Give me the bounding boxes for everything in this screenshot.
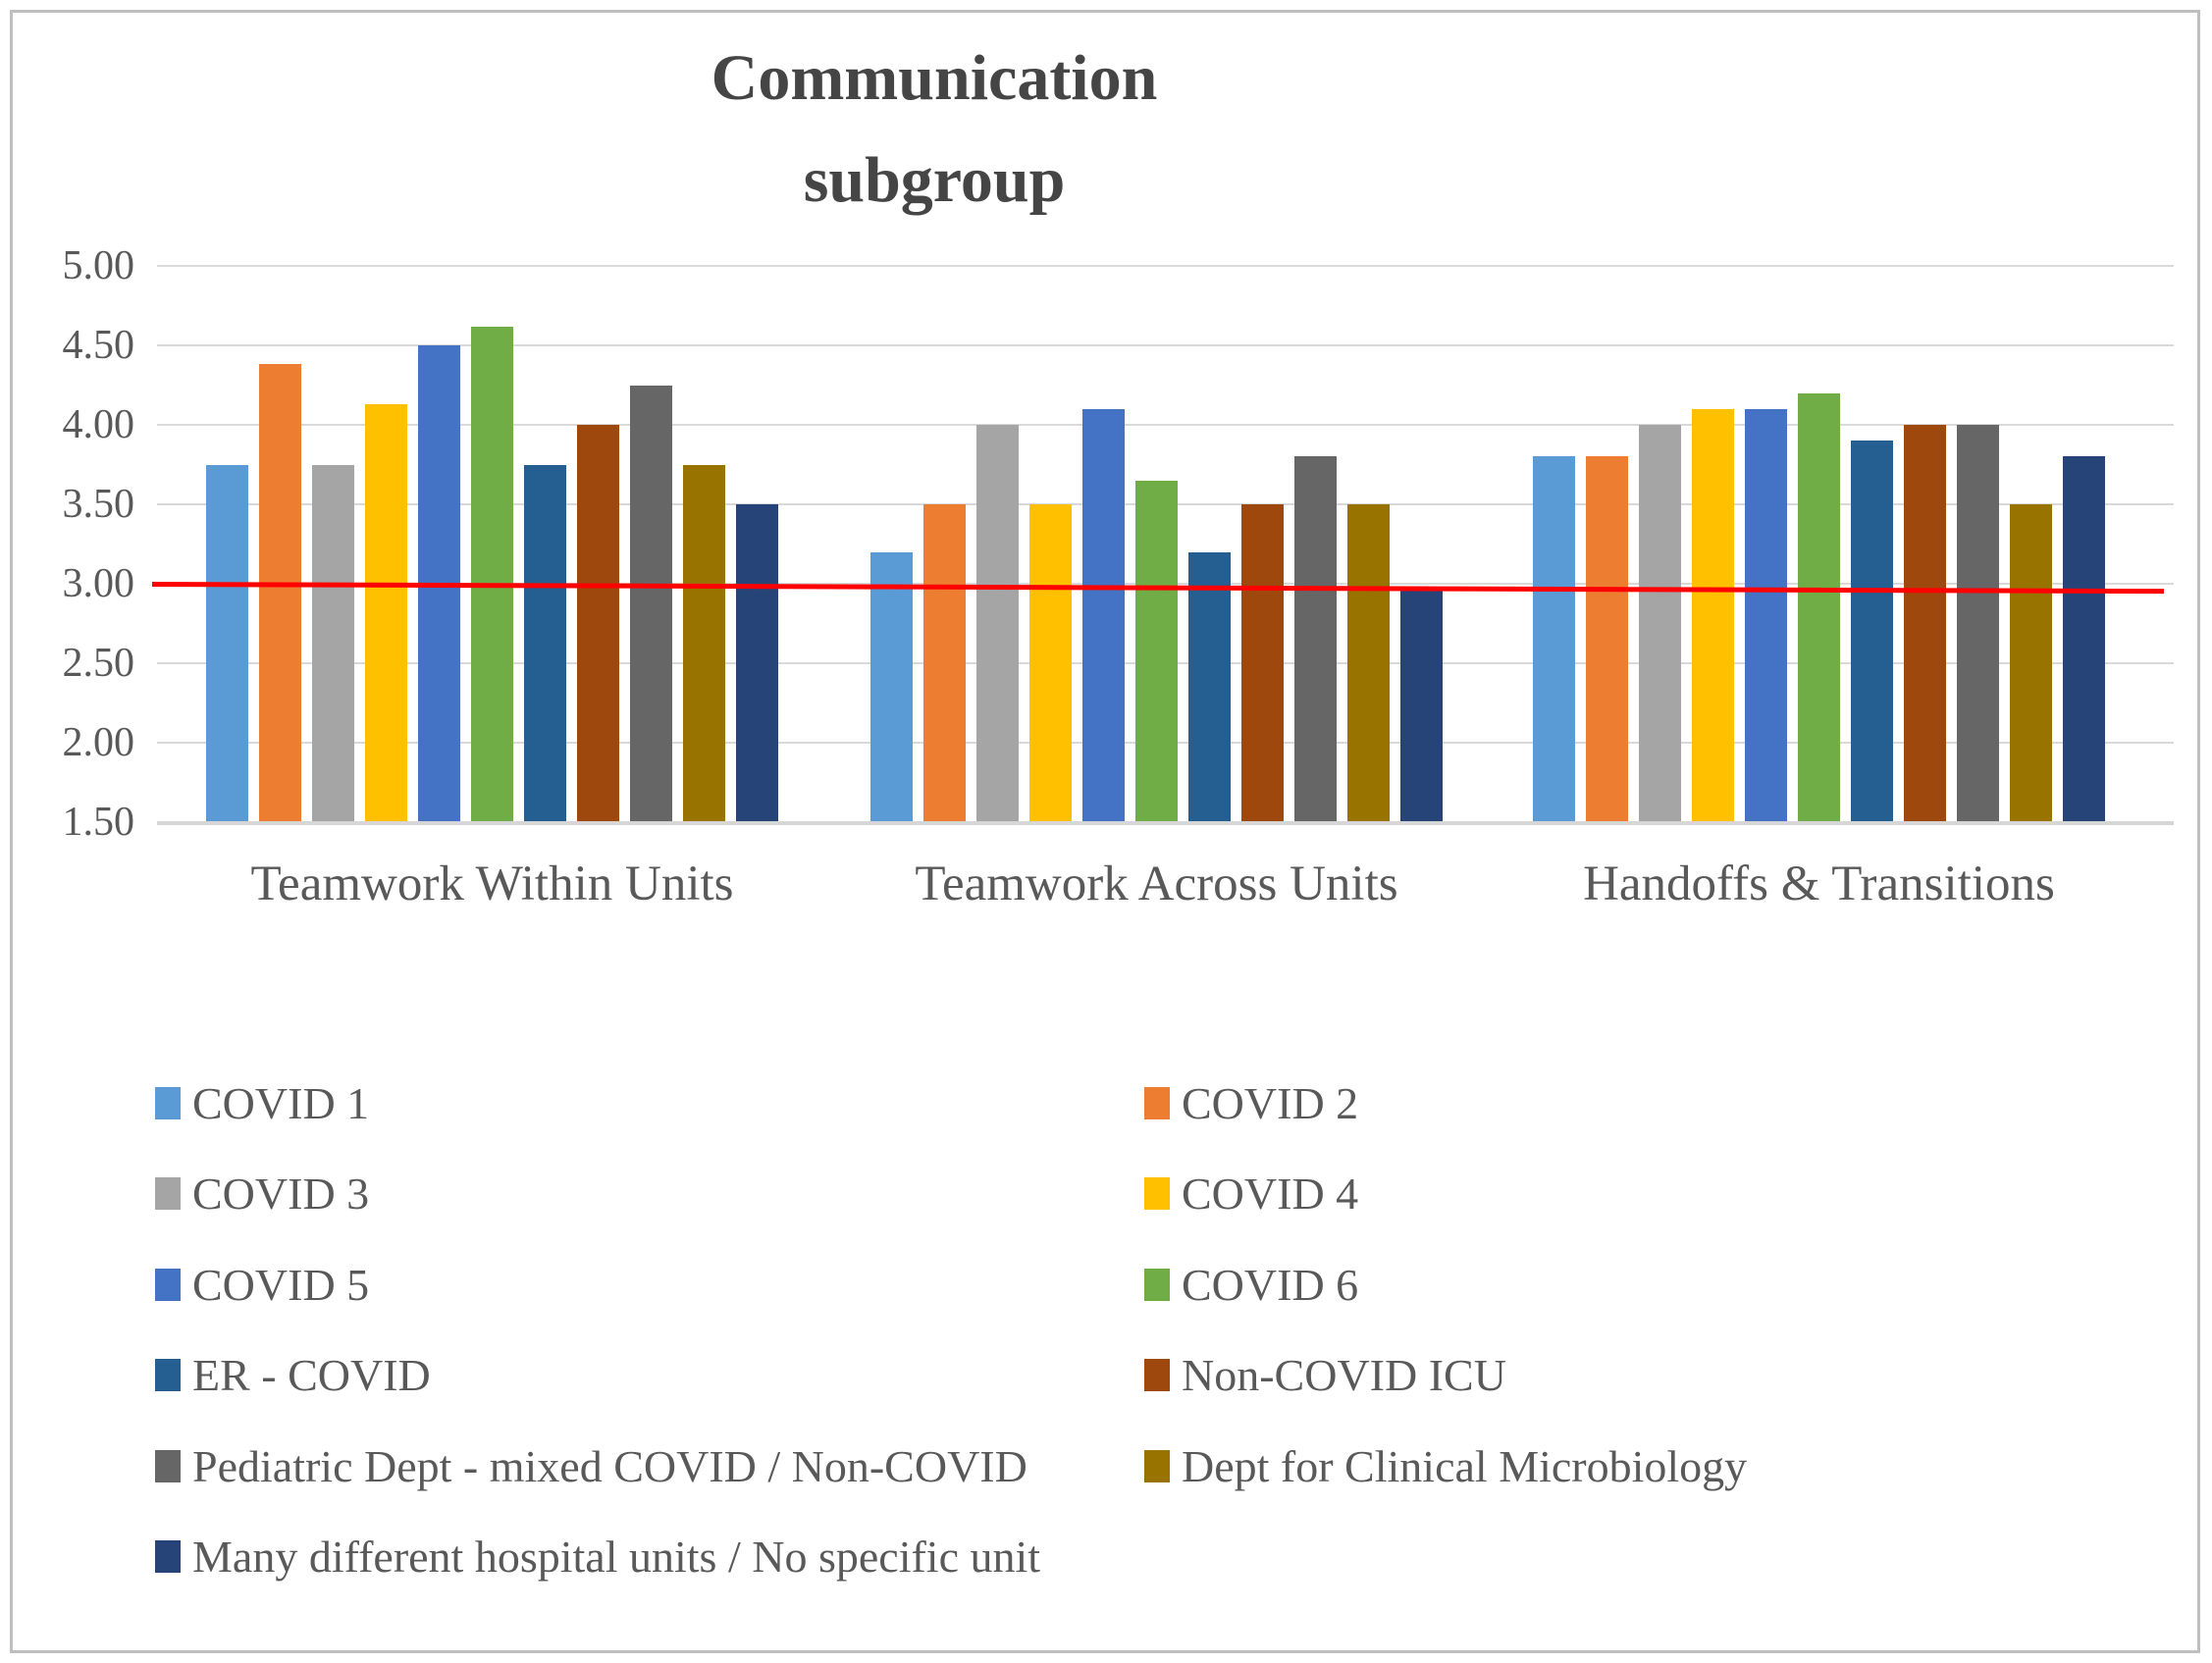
bar	[577, 425, 619, 822]
bar	[471, 326, 513, 822]
legend-label: COVID 5	[192, 1259, 370, 1310]
legend-label: Pediatric Dept - mixed COVID / Non-COVID	[192, 1440, 1027, 1491]
legend-item: COVID 2	[1144, 1077, 1358, 1128]
y-tick-label: 4.00	[62, 402, 135, 447]
bar	[736, 504, 778, 822]
y-tick-label: 2.50	[62, 641, 135, 686]
bar	[1533, 456, 1575, 822]
bar	[1639, 425, 1681, 822]
bar	[683, 464, 725, 822]
y-tick-label: 3.50	[62, 482, 135, 527]
legend-item: ER - COVID	[155, 1350, 431, 1401]
bar	[630, 385, 672, 822]
legend-swatch-icon	[1144, 1268, 1170, 1301]
gridline	[157, 265, 2174, 267]
legend-swatch-icon	[1144, 1449, 1170, 1482]
chart-title-line2: subgroup	[803, 144, 1066, 216]
legend-label: Dept for Clinical Microbiology	[1182, 1440, 1748, 1491]
y-tick-label: 4.50	[62, 323, 135, 368]
bar	[1745, 408, 1787, 822]
legend-swatch-icon	[155, 1086, 181, 1119]
gridline	[157, 424, 2174, 426]
bar	[1400, 587, 1443, 822]
bar	[1082, 408, 1125, 822]
legend-swatch-icon	[155, 1540, 181, 1573]
legend-item: Pediatric Dept - mixed COVID / Non-COVID	[155, 1440, 1027, 1491]
legend-label: ER - COVID	[192, 1350, 431, 1400]
bar	[1188, 551, 1231, 822]
chart-title: Communication subgroup	[689, 27, 1180, 232]
legend-item: COVID 1	[155, 1077, 369, 1128]
bar	[1029, 504, 1072, 822]
bar	[1586, 456, 1628, 822]
bar	[1904, 425, 1946, 822]
bar	[870, 551, 913, 822]
bar	[206, 464, 248, 822]
bar	[1241, 504, 1284, 822]
bar	[365, 403, 407, 822]
y-tick-label: 2.00	[62, 720, 135, 765]
legend-item: COVID 3	[155, 1169, 369, 1220]
legend-label: COVID 3	[192, 1169, 370, 1219]
bar	[259, 364, 301, 822]
legend-item: Dept for Clinical Microbiology	[1144, 1440, 1747, 1491]
bar	[1347, 504, 1390, 822]
y-tick-label: 1.50	[62, 800, 135, 845]
y-tick-label: 5.00	[62, 243, 135, 288]
legend-item: Many different hospital units / No speci…	[155, 1532, 1040, 1583]
figure-border	[10, 10, 2200, 1653]
chart-title-line1: Communication	[711, 42, 1158, 114]
legend-label: COVID 1	[192, 1077, 370, 1128]
y-tick-label: 3.00	[62, 561, 135, 606]
legend-swatch-icon	[155, 1268, 181, 1301]
legend-swatch-icon	[155, 1359, 181, 1391]
legend-item: COVID 5	[155, 1259, 369, 1310]
legend-swatch-icon	[1144, 1359, 1170, 1391]
legend-item: COVID 6	[1144, 1259, 1358, 1310]
x-category-label: Teamwork Across Units	[915, 857, 1398, 911]
legend-swatch-icon	[1144, 1086, 1170, 1119]
legend-label: Many different hospital units / No speci…	[192, 1532, 1041, 1582]
bar	[312, 464, 354, 822]
bar	[2010, 504, 2052, 822]
bar	[1957, 425, 1999, 822]
bar	[2063, 456, 2105, 822]
x-category-label: Teamwork Within Units	[250, 857, 734, 911]
legend-item: Non-COVID ICU	[1144, 1350, 1506, 1401]
bar	[1294, 456, 1337, 822]
bar	[1692, 408, 1734, 822]
legend-label: COVID 2	[1182, 1077, 1359, 1128]
legend-swatch-icon	[155, 1449, 181, 1482]
bar	[1798, 392, 1840, 822]
legend-label: COVID 6	[1182, 1259, 1359, 1310]
legend-label: COVID 4	[1182, 1169, 1359, 1219]
legend-swatch-icon	[1144, 1177, 1170, 1210]
bar	[524, 464, 566, 822]
x-category-label: Handoffs & Transitions	[1583, 857, 2055, 911]
bar	[1135, 480, 1178, 822]
legend-swatch-icon	[155, 1177, 181, 1210]
gridline	[157, 344, 2174, 346]
bar	[923, 504, 966, 822]
legend-item: COVID 4	[1144, 1169, 1358, 1220]
plot-area	[151, 265, 2174, 825]
bar	[1851, 441, 1893, 822]
legend-label: Non-COVID ICU	[1182, 1350, 1506, 1400]
x-axis-line	[157, 821, 2174, 825]
bar	[976, 425, 1019, 822]
